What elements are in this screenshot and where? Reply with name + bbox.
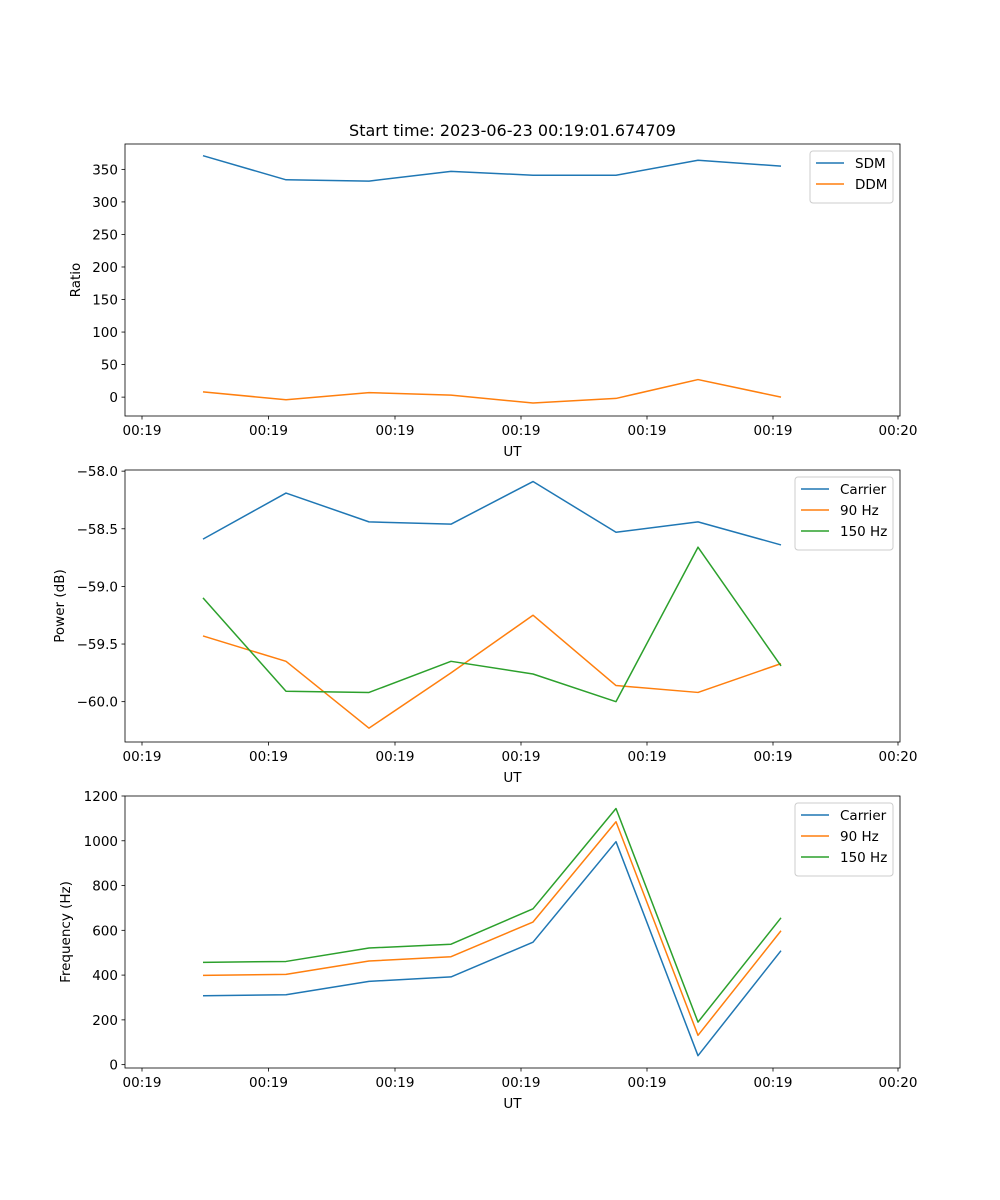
y-tick-label: 800 (92, 879, 118, 895)
x-tick-label: 00:19 (123, 1075, 162, 1091)
y-tick-label: 150 (92, 293, 118, 309)
y-tick-label: 50 (101, 358, 118, 374)
y-tick-label: 0 (109, 1058, 118, 1074)
series-line-90-hz (202, 820, 782, 1037)
series-line-ddm (202, 378, 782, 404)
series-line-carrier (202, 840, 782, 1057)
y-tick-label: 200 (92, 260, 118, 276)
legend-label: Carrier (840, 482, 887, 498)
x-tick-label: 00:19 (754, 749, 793, 765)
y-tick-label: 300 (92, 195, 118, 211)
y-tick-label: 400 (92, 968, 118, 984)
series-line-150-hz (202, 807, 782, 1023)
axes-frame (124, 795, 901, 1069)
legend-label: 150 Hz (840, 850, 887, 866)
y-tick-label: 600 (92, 923, 118, 939)
x-tick-label: 00:19 (376, 423, 415, 439)
axes-frame (124, 143, 901, 417)
x-tick-label: 00:19 (502, 423, 541, 439)
y-tick-label: −58.5 (77, 522, 118, 538)
y-tick-label: 0 (109, 390, 118, 406)
legend-label: Carrier (840, 808, 887, 824)
legend-label: DDM (855, 177, 887, 193)
legend-label: 90 Hz (840, 503, 879, 519)
x-axis-label: UT (503, 770, 522, 786)
series-line-sdm (202, 154, 782, 182)
subplot-2: 00:19 00:19 00:19 00:19 00:19 00:19 00:20 −58.0… (52, 464, 917, 786)
x-tick-label: 00:19 (376, 1075, 415, 1091)
subplot-1: 00:19 00:19 00:19 00:19 00:19 00:19 00:20 0 50 10… (68, 143, 918, 460)
x-tick-label: 00:19 (249, 749, 288, 765)
subplot-3: 00:19 00:19 00:19 00:19 00:19 00:19 00:20 0 200 4… (58, 789, 917, 1112)
y-axis-label: Ratio (68, 263, 84, 298)
legend-label: SDM (855, 156, 886, 172)
x-tick-label: 00:20 (879, 749, 918, 765)
x-tick-label: 00:19 (628, 1075, 667, 1091)
x-tick-label: 00:19 (628, 423, 667, 439)
x-tick-label: 00:19 (628, 749, 667, 765)
plots: 00:19 00:19 00:19 00:19 00:19 00:19 00:20 0 50 10… (52, 143, 918, 1112)
series-line-150-hz (202, 546, 782, 703)
x-tick-label: 00:19 (754, 1075, 793, 1091)
y-tick-label: −60.0 (77, 695, 118, 711)
y-tick-label: −59.0 (77, 579, 118, 595)
axes-frame (124, 469, 901, 743)
y-tick-label: 250 (92, 227, 118, 243)
x-tick-label: 00:19 (249, 1075, 288, 1091)
x-tick-label: 00:19 (502, 749, 541, 765)
y-axis-label: Power (dB) (52, 569, 68, 642)
x-tick-label: 00:19 (123, 749, 162, 765)
legend-box (809, 150, 894, 204)
x-tick-label: 00:20 (879, 423, 918, 439)
x-axis-label: UT (503, 1096, 522, 1112)
y-tick-label: 200 (92, 1013, 118, 1029)
x-tick-label: 00:19 (754, 423, 793, 439)
x-tick-label: 00:19 (502, 1075, 541, 1091)
y-tick-label: −58.0 (77, 464, 118, 480)
x-tick-label: 00:19 (123, 423, 162, 439)
y-tick-label: 1200 (84, 789, 118, 805)
series-line-carrier (202, 480, 782, 546)
x-axis-label: UT (503, 444, 522, 460)
y-tick-label: 1000 (84, 834, 118, 850)
y-tick-label: −59.5 (77, 637, 118, 653)
figure-title: Start time: 2023-06-23 00:19:01.674709 (349, 121, 676, 140)
x-tick-label: 00:19 (249, 423, 288, 439)
legend-label: 150 Hz (840, 524, 887, 540)
x-tick-label: 00:19 (376, 749, 415, 765)
legend-label: 90 Hz (840, 829, 879, 845)
y-tick-label: 350 (92, 162, 118, 178)
y-tick-label: 100 (92, 325, 118, 341)
x-tick-label: 00:20 (879, 1075, 918, 1091)
y-axis-label: Frequency (Hz) (58, 881, 74, 983)
series-line-90-hz (202, 614, 782, 729)
